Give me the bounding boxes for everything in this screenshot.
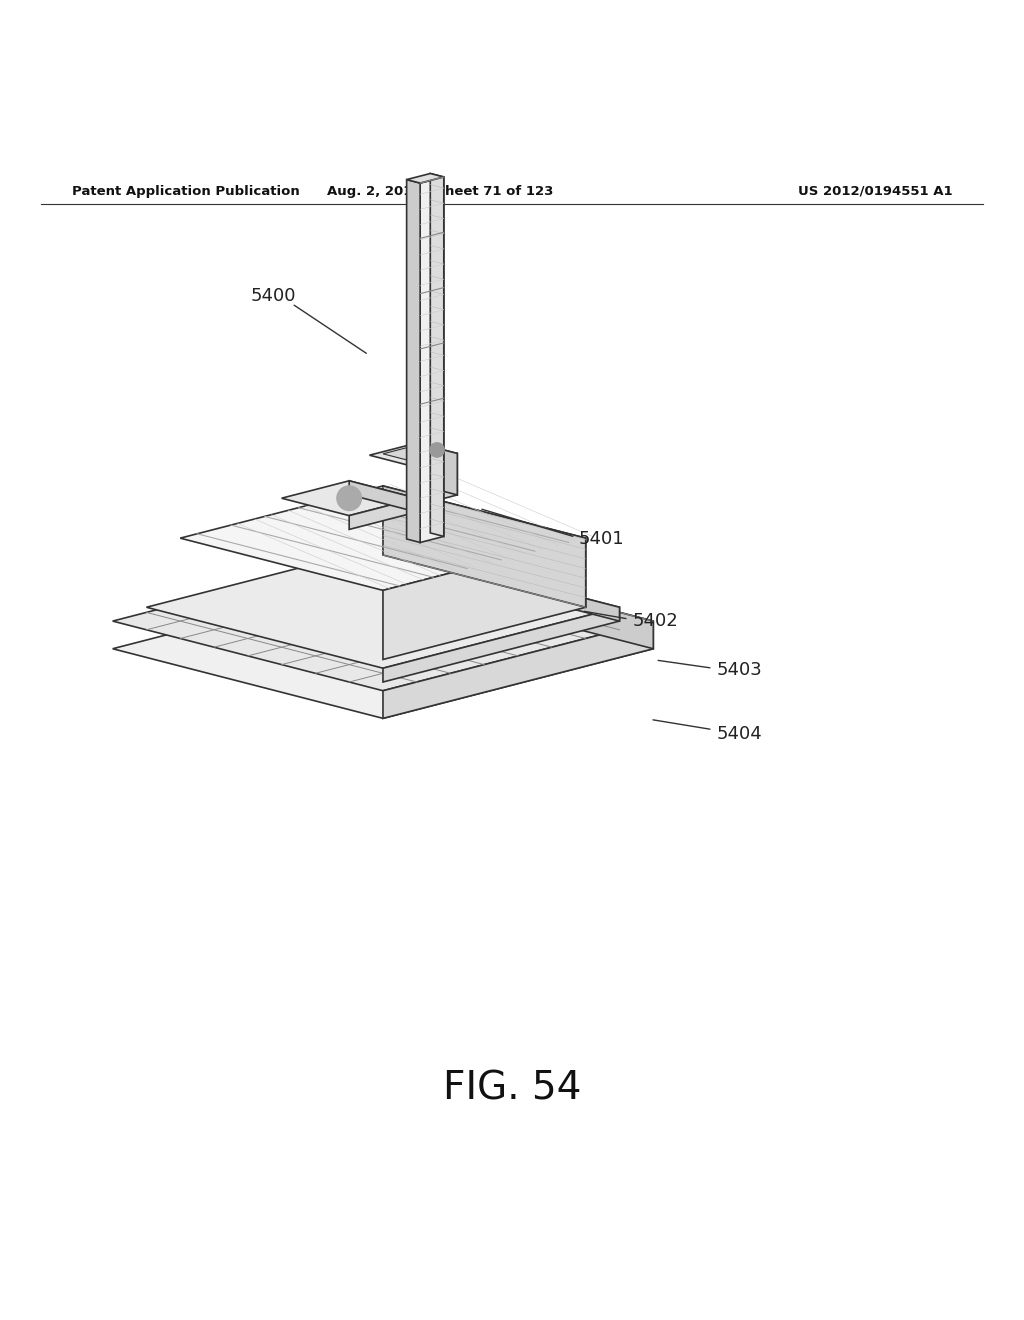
Text: Aug. 2, 2012   Sheet 71 of 123: Aug. 2, 2012 Sheet 71 of 123 <box>327 185 554 198</box>
Text: 5403: 5403 <box>717 661 763 680</box>
Polygon shape <box>383 552 653 648</box>
Text: 5402: 5402 <box>633 612 679 630</box>
Polygon shape <box>410 454 458 507</box>
Polygon shape <box>430 173 443 536</box>
Polygon shape <box>417 444 458 495</box>
Polygon shape <box>113 579 653 718</box>
Circle shape <box>337 486 361 511</box>
Polygon shape <box>113 552 653 690</box>
Text: 5404: 5404 <box>717 725 763 743</box>
Polygon shape <box>349 480 417 512</box>
Polygon shape <box>383 546 620 622</box>
Polygon shape <box>383 607 620 682</box>
Circle shape <box>430 442 444 457</box>
Polygon shape <box>407 173 443 183</box>
Polygon shape <box>383 622 653 718</box>
Polygon shape <box>370 444 458 466</box>
Polygon shape <box>146 546 620 668</box>
Polygon shape <box>383 486 586 607</box>
Polygon shape <box>407 180 420 543</box>
Polygon shape <box>383 446 443 462</box>
Text: Patent Application Publication: Patent Application Publication <box>72 185 299 198</box>
Text: US 2012/0194551 A1: US 2012/0194551 A1 <box>798 185 952 198</box>
Polygon shape <box>420 177 443 543</box>
Text: 5400: 5400 <box>251 288 296 305</box>
Polygon shape <box>282 480 417 516</box>
Polygon shape <box>180 486 586 590</box>
Polygon shape <box>383 539 586 660</box>
Text: FIG. 54: FIG. 54 <box>442 1069 582 1107</box>
Text: 5401: 5401 <box>579 531 625 548</box>
Polygon shape <box>349 498 417 529</box>
